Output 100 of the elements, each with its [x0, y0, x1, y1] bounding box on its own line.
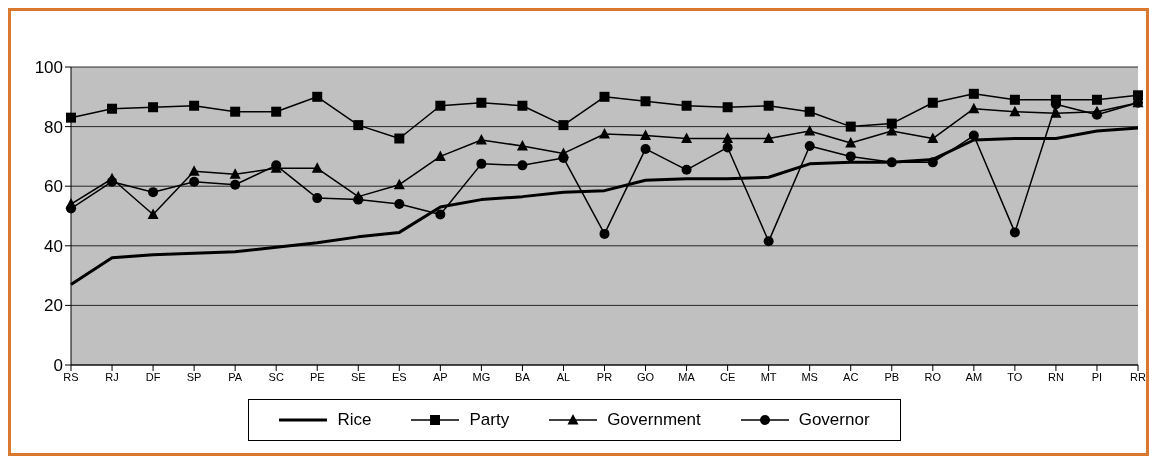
- point: [804, 140, 815, 151]
- point: [189, 100, 200, 111]
- point: [229, 168, 241, 179]
- x-tick-label: RR: [1130, 370, 1146, 383]
- point: [845, 136, 857, 148]
- point: [1009, 94, 1020, 105]
- x-tick-label: AL: [556, 370, 571, 383]
- point: [271, 106, 282, 117]
- legend-label: Government: [607, 410, 701, 430]
- legend-label: Party: [469, 410, 510, 430]
- y-tick-label: 100: [34, 58, 63, 78]
- x-tick-label: TO: [1007, 370, 1023, 383]
- point: [394, 199, 405, 210]
- x-tick-label: BA: [515, 370, 531, 383]
- point: [681, 164, 692, 175]
- point: [476, 97, 487, 108]
- point: [1009, 105, 1021, 117]
- point: [558, 152, 569, 163]
- x-tick-label: MA: [678, 370, 696, 383]
- point: [435, 209, 446, 220]
- x-tick-label: ES: [391, 370, 407, 383]
- y-tick-label: 60: [44, 177, 63, 197]
- x-tick-label: SP: [186, 370, 202, 383]
- point: [1009, 227, 1020, 238]
- point: [1091, 109, 1102, 120]
- point: [681, 100, 692, 111]
- point: [434, 150, 446, 161]
- x-tick-label: RS: [63, 370, 79, 383]
- point: [66, 203, 76, 214]
- point: [107, 103, 118, 114]
- x-tick-label: MT: [760, 370, 777, 383]
- y-tick-label: 20: [44, 296, 63, 316]
- x-tick-label: RN: [1047, 370, 1064, 383]
- x-tick-label: CE: [719, 370, 736, 383]
- x-tick-label: AP: [433, 370, 448, 383]
- point: [558, 120, 569, 131]
- x-tick-label: RO: [924, 370, 942, 383]
- point: [886, 118, 897, 129]
- point: [927, 132, 939, 144]
- point: [188, 165, 200, 176]
- point: [722, 142, 733, 153]
- point: [968, 88, 979, 99]
- x-tick-label: PI: [1091, 370, 1103, 383]
- point: [311, 162, 323, 173]
- point: [394, 133, 405, 144]
- point: [147, 208, 159, 220]
- legend-label: Rice: [337, 410, 372, 430]
- x-tick-label: DF: [145, 370, 161, 383]
- point: [804, 125, 816, 136]
- point: [722, 132, 734, 144]
- point: [516, 139, 528, 151]
- point: [476, 158, 487, 169]
- x-tick-label: PA: [228, 370, 243, 383]
- point: [517, 100, 528, 111]
- point: [845, 121, 856, 132]
- point: [804, 106, 815, 117]
- point: [927, 97, 938, 108]
- point: [886, 157, 897, 168]
- point: [353, 120, 364, 131]
- x-tick-label: AC: [843, 370, 859, 383]
- point: [475, 134, 487, 145]
- x-tick-label: PR: [596, 370, 613, 383]
- y-tick-label: 80: [44, 117, 63, 137]
- point: [107, 176, 118, 187]
- point: [189, 176, 200, 187]
- x-tick-label: SE: [350, 370, 366, 383]
- y-tick-label: 0: [53, 356, 63, 376]
- point: [845, 151, 856, 162]
- point: [968, 102, 980, 114]
- point: [763, 236, 774, 247]
- legend-label: Governor: [798, 410, 870, 430]
- point: [66, 112, 76, 123]
- point: [230, 179, 241, 190]
- point: [640, 129, 652, 141]
- point: [681, 132, 693, 144]
- point: [312, 193, 323, 204]
- point: [599, 128, 610, 139]
- x-tick-label: MS: [801, 370, 818, 383]
- x-tick-label: RJ: [105, 370, 119, 383]
- point: [968, 130, 979, 141]
- x-tick-label: AM: [965, 370, 983, 383]
- y-tick-label: 40: [44, 236, 63, 256]
- x-tick-label: GO: [636, 370, 655, 383]
- x-tick-label: MG: [472, 370, 491, 383]
- point: [927, 157, 938, 168]
- point: [640, 96, 651, 107]
- point: [763, 132, 775, 144]
- x-tick-label: PB: [884, 370, 900, 383]
- point: [517, 160, 528, 171]
- x-tick-label: SC: [268, 370, 284, 383]
- point: [312, 91, 323, 102]
- point: [353, 194, 364, 205]
- point: [148, 102, 159, 113]
- point: [599, 91, 610, 102]
- point: [148, 187, 159, 198]
- point: [763, 100, 774, 111]
- point: [599, 228, 610, 239]
- point: [230, 106, 241, 117]
- x-tick-label: PE: [309, 370, 325, 383]
- point: [1091, 94, 1102, 105]
